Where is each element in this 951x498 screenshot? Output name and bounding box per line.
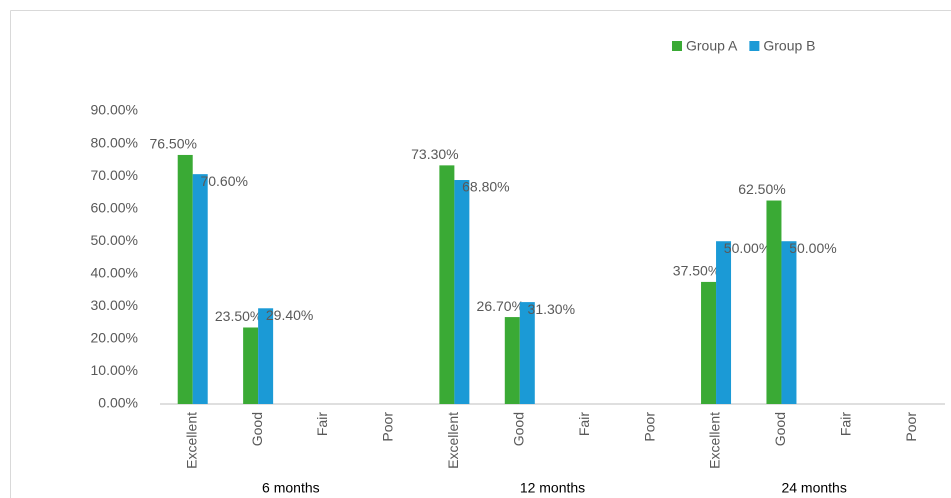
data-label: 76.50% xyxy=(149,136,196,152)
data-label: 29.40% xyxy=(266,307,313,323)
data-label: 70.60% xyxy=(200,173,247,189)
bar xyxy=(781,241,797,404)
legend-swatch xyxy=(672,41,682,51)
data-label: 62.50% xyxy=(738,181,785,197)
bar xyxy=(258,308,274,404)
x-tick-label: Fair xyxy=(314,412,330,436)
y-tick-label: 20.00% xyxy=(91,330,138,346)
bar xyxy=(504,317,520,404)
x-tick-label: Excellent xyxy=(445,412,461,469)
data-label: 50.00% xyxy=(789,240,836,256)
x-tick-label: Good xyxy=(510,412,526,446)
x-tick-label: Poor xyxy=(380,412,396,442)
bar xyxy=(766,200,782,404)
bar xyxy=(519,302,535,404)
y-tick-label: 80.00% xyxy=(91,134,138,150)
bar xyxy=(454,180,470,404)
bar xyxy=(192,174,208,404)
x-tick-label: Good xyxy=(772,412,788,446)
y-tick-label: 70.00% xyxy=(91,167,138,183)
bar xyxy=(243,327,259,404)
x-tick-label: Poor xyxy=(903,412,919,442)
legend-swatch xyxy=(749,41,760,51)
x-tick-label: Fair xyxy=(838,412,854,436)
data-label: 26.70% xyxy=(477,298,524,314)
x-tick-label: Poor xyxy=(641,412,657,442)
group-label: 24 months xyxy=(781,480,846,496)
data-label: 50.00% xyxy=(724,240,771,256)
x-tick-label: Good xyxy=(249,412,265,446)
group-label: 12 months xyxy=(520,480,585,496)
y-tick-label: 50.00% xyxy=(91,232,138,248)
y-tick-label: 10.00% xyxy=(91,362,138,378)
data-label: 31.30% xyxy=(528,301,575,317)
y-tick-label: 0.00% xyxy=(98,395,138,411)
data-label: 73.30% xyxy=(411,146,458,162)
x-tick-label: Excellent xyxy=(183,412,199,469)
bar xyxy=(177,154,193,404)
y-tick-label: 90.00% xyxy=(91,102,138,118)
data-label: 23.50% xyxy=(215,308,262,324)
legend-label: Group B xyxy=(763,38,815,54)
data-label: 37.50% xyxy=(673,263,720,279)
x-tick-label: Fair xyxy=(576,412,592,436)
group-label: 6 months xyxy=(262,480,320,496)
data-label: 68.80% xyxy=(462,179,509,195)
x-tick-label: Excellent xyxy=(707,412,723,469)
y-tick-label: 60.00% xyxy=(91,199,138,215)
bar xyxy=(439,165,455,404)
legend-label: Group A xyxy=(686,38,738,54)
bar xyxy=(701,281,717,404)
y-tick-label: 40.00% xyxy=(91,264,138,280)
y-tick-label: 30.00% xyxy=(91,297,138,313)
bar xyxy=(716,241,732,404)
